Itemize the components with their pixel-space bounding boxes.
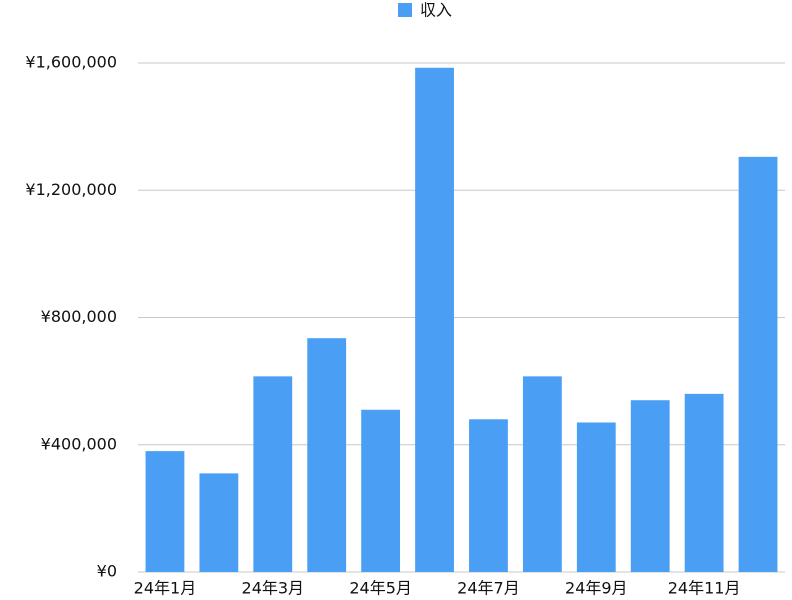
bar — [469, 419, 508, 572]
x-tick-label: 24年11月 — [668, 579, 741, 598]
x-tick-label: 24年9月 — [565, 579, 628, 598]
bar — [738, 156, 778, 573]
x-tick-label: 24年1月 — [134, 579, 197, 598]
y-tick-label: ¥0 — [97, 562, 117, 581]
x-tick-label: 24年3月 — [242, 579, 305, 598]
bar — [145, 451, 185, 572]
bar — [253, 376, 293, 572]
legend-swatch — [398, 3, 412, 17]
y-tick-label: ¥1,200,000 — [25, 180, 117, 199]
legend-label: 収入 — [420, 1, 452, 20]
bar — [684, 393, 724, 572]
bar — [415, 67, 454, 572]
x-tick-label: 24年7月 — [457, 579, 520, 598]
y-tick-label: ¥800,000 — [41, 307, 117, 326]
x-tick-label: 24年5月 — [349, 579, 412, 598]
y-tick-label: ¥400,000 — [41, 434, 117, 453]
bar — [199, 473, 239, 572]
y-tick-label: ¥1,600,000 — [25, 53, 117, 72]
bar — [576, 422, 616, 572]
bar — [361, 409, 401, 572]
bar — [307, 338, 347, 572]
bar — [522, 376, 562, 572]
bar — [630, 400, 670, 572]
